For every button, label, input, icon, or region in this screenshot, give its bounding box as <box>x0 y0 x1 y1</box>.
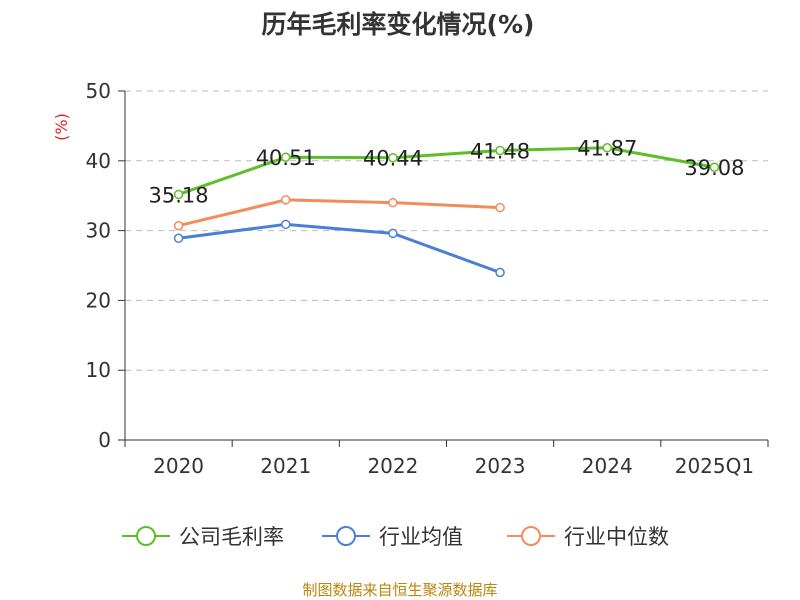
legend-item-0: 公司毛利率 <box>122 525 284 549</box>
data-point <box>173 233 184 244</box>
x-tick-label: 2022 <box>367 454 418 478</box>
legend: 公司毛利率 行业均值 行业中位数 <box>122 525 669 549</box>
data-point <box>173 189 184 200</box>
y-tick-label: 50 <box>86 79 111 103</box>
data-point <box>388 228 398 239</box>
y-tick-label: 30 <box>86 219 111 243</box>
data-point <box>495 145 505 156</box>
y-tick-label: 20 <box>86 288 111 312</box>
y-tick-label: 40 <box>86 149 111 173</box>
y-tick-label: 10 <box>86 358 111 382</box>
x-tick-label: 2025Q1 <box>675 454 754 478</box>
x-tick-label: 2023 <box>475 454 526 478</box>
data-label: 40.44 <box>363 147 423 171</box>
series-line <box>178 222 501 274</box>
x-tick-label: 2021 <box>260 454 311 478</box>
series-line <box>178 146 715 196</box>
chart-title: 历年毛利率变化情况(%) <box>262 10 535 39</box>
axes: 0 10 20 30 40 50 2020 2021 2022 2023 2024 2025Q1 <box>86 79 769 478</box>
legend-marker <box>336 526 356 546</box>
data-label: 41.87 <box>577 137 637 161</box>
y-tick-label: 0 <box>98 428 111 452</box>
y-axis-unit: (%) <box>52 113 71 141</box>
data-label: 41.48 <box>470 139 530 163</box>
data-point <box>388 152 398 163</box>
data-label: 40.51 <box>256 146 316 170</box>
series-0 <box>173 142 720 200</box>
data-point <box>281 195 291 205</box>
grid <box>125 90 768 371</box>
data-labels: 35.18 40.51 40.44 41.48 41.87 39.08 <box>149 137 745 208</box>
legend-item-1: 行业均值 <box>322 525 463 549</box>
data-point <box>709 162 720 172</box>
x-tick-label: 2024 <box>582 454 633 478</box>
legend-marker <box>521 526 541 546</box>
x-tick-label: 2020 <box>153 454 204 478</box>
data-point <box>173 220 184 231</box>
data-label: 35.18 <box>149 183 209 207</box>
data-point <box>281 219 291 230</box>
series-line <box>178 198 501 228</box>
source-note: 制图数据来自恒生聚源数据库 <box>302 581 497 599</box>
legend-label: 行业均值 <box>379 525 463 549</box>
series <box>173 142 720 278</box>
series-1 <box>173 219 505 278</box>
series-2 <box>173 195 505 231</box>
data-point <box>602 142 612 153</box>
data-point <box>388 197 398 208</box>
legend-label: 行业中位数 <box>564 525 669 549</box>
legend-item-2: 行业中位数 <box>507 525 669 549</box>
data-point <box>281 152 291 162</box>
data-point <box>495 202 505 213</box>
data-point <box>495 267 505 278</box>
legend-label: 公司毛利率 <box>179 525 284 549</box>
data-label: 39.08 <box>684 156 744 180</box>
legend-marker <box>136 526 156 546</box>
